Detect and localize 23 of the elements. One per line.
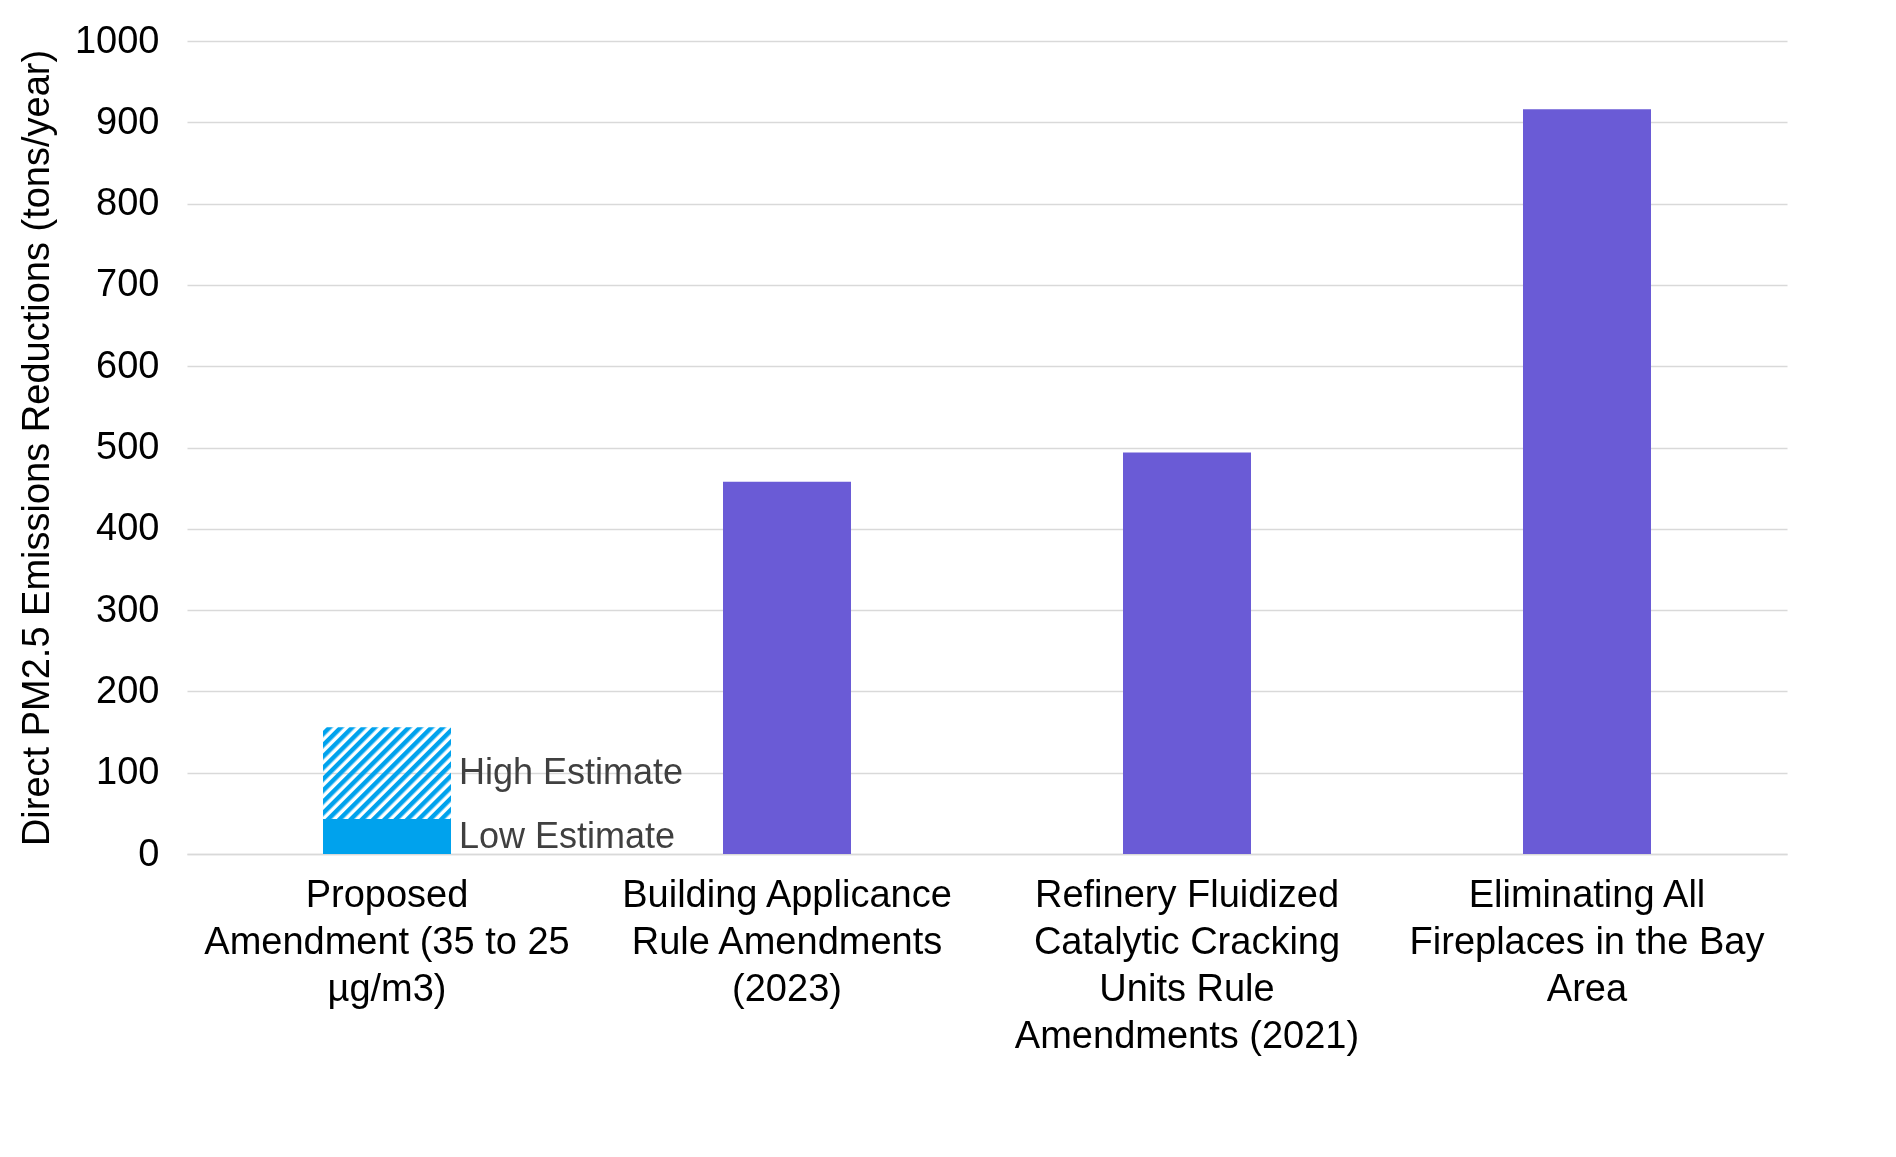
series-label: Low Estimate: [459, 814, 676, 856]
x-tick-label: Proposed Amendment (35 to 25 µg/m3): [204, 872, 570, 1009]
y-tick-label: 200: [96, 668, 160, 711]
y-tick-label: 900: [96, 99, 160, 142]
bar: [723, 481, 851, 854]
y-tick-label: 100: [96, 750, 160, 793]
bar: [323, 819, 451, 854]
y-tick-label: 300: [96, 587, 160, 630]
y-tick-label: 800: [96, 181, 160, 224]
y-tick-label: 400: [96, 506, 160, 549]
bar: [1523, 109, 1651, 854]
bar: [323, 727, 451, 820]
bar: [1123, 452, 1251, 854]
y-tick-label: 600: [96, 343, 160, 386]
x-tick-label: Eliminating All Fireplaces in the Bay Area: [1409, 872, 1765, 1009]
x-tick-label: Refinery Fluidized Catalytic Cracking Units Rule Amendments (2021): [1014, 872, 1360, 1056]
y-tick-label: 1000: [74, 18, 160, 61]
y-tick-label: 500: [96, 425, 160, 467]
y-axis-title: Direct PM2.5 Emissions Reductions (tons/year): [14, 49, 57, 847]
series-label: High Estimate: [459, 751, 684, 793]
y-tick-label: 0: [138, 831, 160, 874]
y-tick-label: 700: [96, 262, 160, 305]
x-tick-label: Building Applicance Rule Amendments (2023): [622, 872, 952, 1009]
